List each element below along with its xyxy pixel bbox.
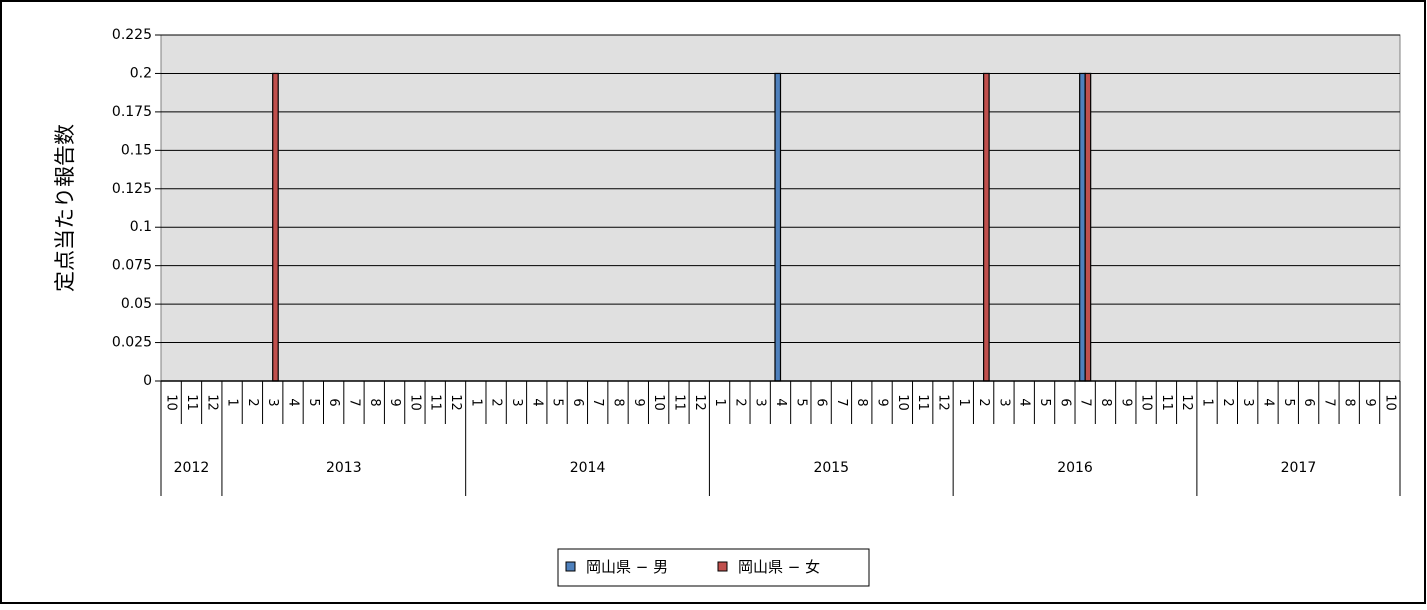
x-month-label: 10: [895, 394, 910, 411]
x-month-label: 11: [915, 394, 930, 411]
x-year-label: 2016: [1057, 460, 1093, 476]
x-month-label: 3: [1240, 398, 1255, 406]
x-month-label: 9: [387, 398, 402, 406]
x-month-label: 3: [753, 398, 768, 406]
y-tick-label: 0.125: [112, 181, 152, 197]
x-month-label: 12: [1179, 394, 1194, 411]
x-month-label: 8: [854, 398, 869, 406]
x-month-label: 9: [1362, 398, 1377, 406]
x-month-label: 5: [1281, 398, 1296, 406]
x-month-label: 4: [529, 398, 544, 406]
x-month-label: 1: [712, 398, 727, 406]
x-month-label: 5: [550, 398, 565, 406]
legend-label-female: 岡山県 − 女: [738, 558, 820, 576]
bar-female: [272, 72, 279, 382]
x-month-label: 8: [1098, 398, 1113, 406]
x-month-label: 6: [326, 398, 341, 406]
x-month-label: 12: [448, 394, 463, 411]
x-year-label: 2014: [570, 460, 606, 476]
legend-swatch-male: [565, 561, 576, 572]
y-tick-label: 0: [143, 373, 152, 389]
x-month-label: 4: [1260, 398, 1275, 406]
x-month-label: 3: [996, 398, 1011, 406]
legend-swatch-female: [717, 561, 728, 572]
x-month-label: 2: [489, 398, 504, 406]
x-month-label: 10: [651, 394, 666, 411]
x-month-label: 6: [1057, 398, 1072, 406]
y-tick-label: 0.05: [121, 296, 152, 312]
y-axis-ticks: 0 0.025 0.05 0.075 0.1 0.125 0.15 0.175 0.2 0.225: [112, 27, 161, 389]
y-tick-label: 0.2: [130, 65, 152, 81]
x-year-label: 2013: [326, 460, 362, 476]
x-month-label: 10: [164, 394, 179, 411]
x-month-label: 11: [671, 394, 686, 411]
x-month-label: 9: [1118, 398, 1133, 406]
x-month-label: 1: [468, 398, 483, 406]
x-month-label: 3: [509, 398, 524, 406]
x-month-label: 7: [346, 398, 361, 406]
y-tick-label: 0.175: [112, 104, 152, 120]
x-month-label: 8: [1342, 398, 1357, 406]
y-axis-title: 定点当たり報告数: [53, 124, 77, 292]
bar-female: [1084, 72, 1092, 382]
x-month-label: 5: [793, 398, 808, 406]
x-month-label: 4: [286, 398, 301, 406]
y-tick-label: 0.025: [112, 335, 152, 351]
x-month-label: 3: [265, 398, 280, 406]
y-tick-label: 0.075: [112, 258, 152, 274]
bar-female: [983, 72, 990, 382]
x-month-label: 12: [935, 394, 950, 411]
bar-male: [774, 72, 782, 382]
x-month-label: 7: [1321, 398, 1336, 406]
x-month-label: 11: [1159, 394, 1174, 411]
x-month-label: 12: [692, 394, 707, 411]
x-month-label: 1: [225, 398, 240, 406]
x-month-label: 2: [1220, 398, 1235, 406]
x-month-label: 4: [1017, 398, 1032, 406]
x-month-label: 7: [1078, 398, 1093, 406]
x-month-label: 8: [367, 398, 382, 406]
x-month-label: 8: [611, 398, 626, 406]
x-month-label: 11: [428, 394, 443, 411]
x-month-label: 10: [407, 394, 422, 411]
x-month-label: 4: [773, 398, 788, 406]
legend-box: [557, 548, 870, 587]
x-year-label: 2012: [174, 460, 210, 476]
x-month-label: 12: [204, 394, 219, 411]
x-month-label: 2: [976, 398, 991, 406]
x-month-label: 6: [814, 398, 829, 406]
x-axis: 10 11 12 1 2 3 4 5 6 7 8 9 10 11 12 1 2 3 4 5 6 7 8 9 10 11 12 1 2 3 4…: [160, 380, 1401, 496]
x-month-label: 2: [732, 398, 747, 406]
bar-male: [1079, 72, 1086, 382]
y-tick-label: 0.1: [130, 219, 152, 235]
x-month-label: 2: [245, 398, 260, 406]
x-month-label: 9: [875, 398, 890, 406]
x-month-label: 9: [631, 398, 646, 406]
x-year-label: 2015: [813, 460, 849, 476]
x-month-label: 5: [306, 398, 321, 406]
legend: 岡山県 − 男 岡山県 − 女: [557, 548, 870, 587]
x-month-label: 10: [1382, 394, 1397, 411]
x-year-label: 2017: [1281, 460, 1317, 476]
x-month-label: 6: [1301, 398, 1316, 406]
y-tick-label: 0.225: [112, 27, 152, 43]
y-tick-label: 0.15: [121, 142, 152, 158]
x-month-label: 7: [590, 398, 605, 406]
x-month-label: 10: [1139, 394, 1154, 411]
x-month-label: 7: [834, 398, 849, 406]
x-month-label: 11: [184, 394, 199, 411]
legend-label-male: 岡山県 − 男: [586, 558, 668, 576]
x-month-label: 5: [1037, 398, 1052, 406]
x-month-label: 1: [1200, 398, 1215, 406]
x-month-label: 1: [956, 398, 971, 406]
x-month-label: 6: [570, 398, 585, 406]
